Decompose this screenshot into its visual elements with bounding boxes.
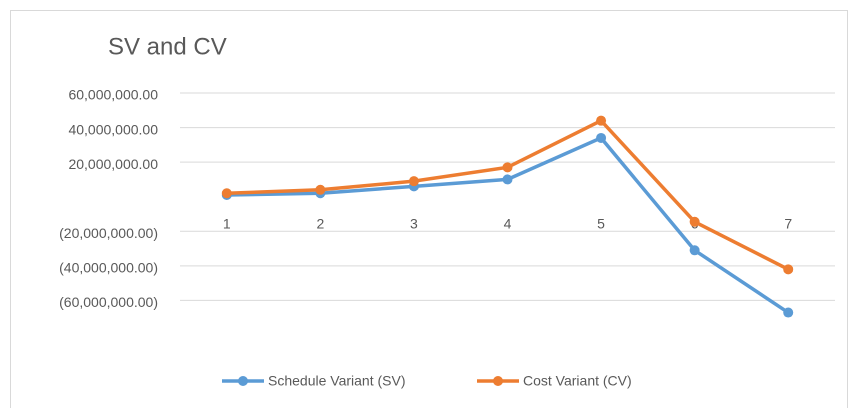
x-tick-label: 3 xyxy=(410,216,418,232)
x-tick-label: 4 xyxy=(504,216,512,232)
y-tick-label: 40,000,000.00 xyxy=(68,121,158,137)
data-point xyxy=(689,216,700,227)
y-tick-label: 20,000,000.00 xyxy=(68,156,158,172)
data-point xyxy=(596,132,607,143)
data-point xyxy=(502,174,513,185)
x-tick-label: 5 xyxy=(597,216,605,232)
y-tick-label: (20,000,000.00) xyxy=(59,225,158,241)
data-point xyxy=(689,245,700,256)
data-point xyxy=(221,188,232,199)
legend-marker xyxy=(493,376,503,386)
legend-marker xyxy=(238,376,248,386)
data-point xyxy=(596,115,607,126)
x-tick-label: 7 xyxy=(784,216,792,232)
chart-title: SV and CV xyxy=(108,33,227,60)
x-tick-label: 1 xyxy=(223,216,231,232)
legend-label: Cost Variant (CV) xyxy=(523,373,632,389)
legend-label: Schedule Variant (SV) xyxy=(268,373,405,389)
x-tick-label: 2 xyxy=(316,216,324,232)
y-tick-label: (60,000,000.00) xyxy=(59,294,158,310)
data-point xyxy=(783,307,794,318)
y-tick-label: 60,000,000.00 xyxy=(68,87,158,103)
data-point xyxy=(408,176,419,187)
chart-frame xyxy=(10,10,848,408)
data-point xyxy=(315,184,326,195)
data-point xyxy=(502,162,513,173)
data-point xyxy=(783,264,794,275)
y-tick-label: (40,000,000.00) xyxy=(59,260,158,276)
